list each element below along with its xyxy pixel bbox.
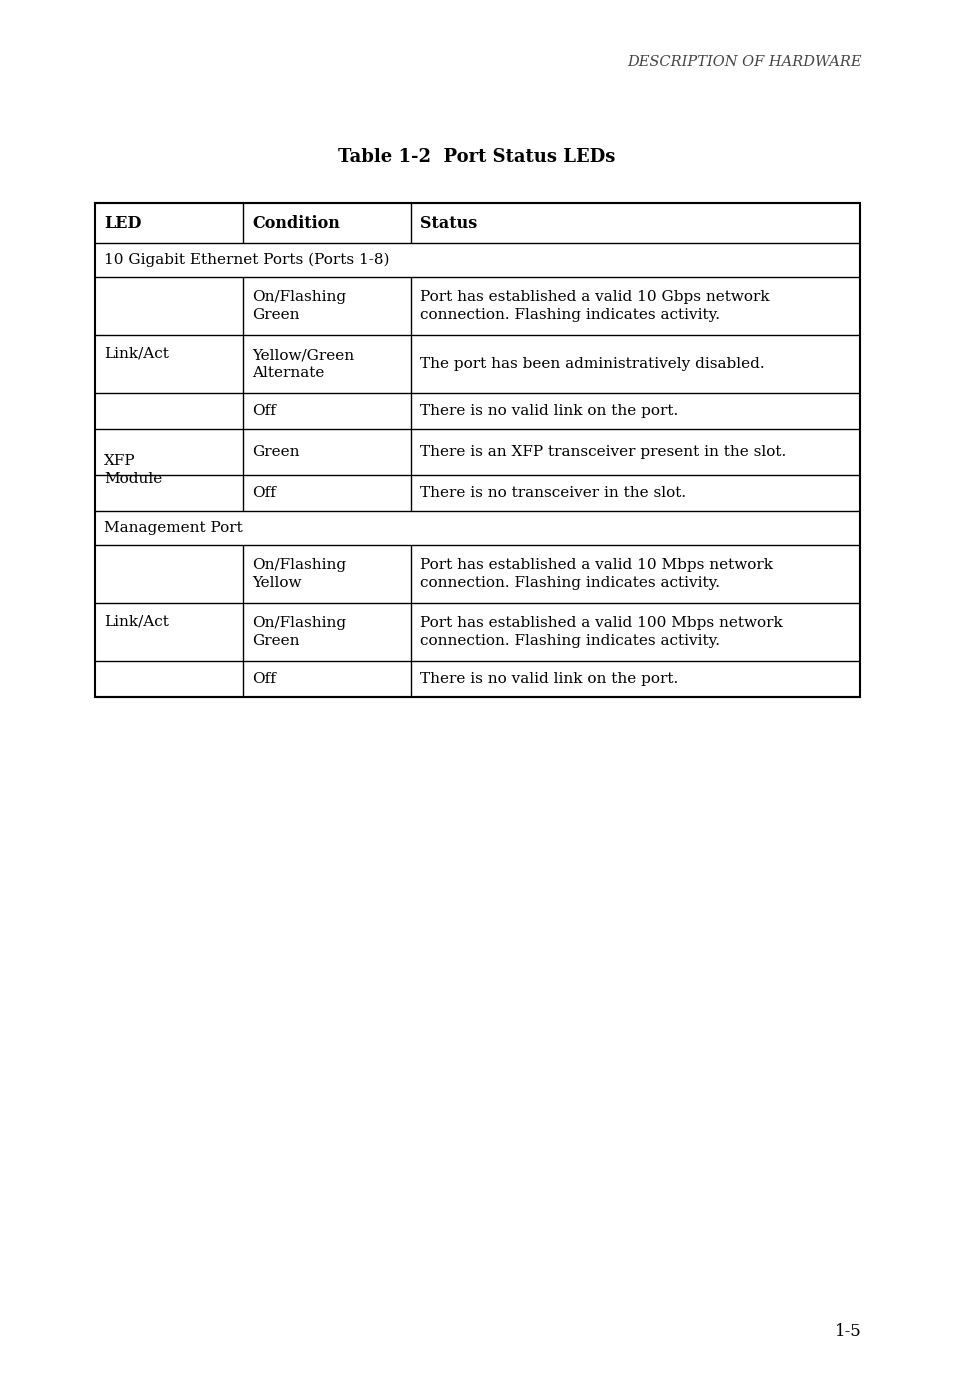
Text: On/Flashing
Yellow: On/Flashing Yellow (252, 558, 346, 590)
Text: There is no valid link on the port.: There is no valid link on the port. (419, 404, 678, 418)
Text: Off: Off (252, 404, 275, 418)
Text: LED: LED (104, 215, 141, 232)
Text: On/Flashing
Green: On/Flashing Green (252, 290, 346, 322)
Text: Port has established a valid 10 Gbps network
connection. Flashing indicates acti: Port has established a valid 10 Gbps net… (419, 290, 769, 322)
Text: XFP
Module: XFP Module (104, 454, 162, 486)
Text: Condition: Condition (252, 215, 339, 232)
Text: The port has been administratively disabled.: The port has been administratively disab… (419, 357, 763, 371)
Bar (95, 203, 859, 697)
Text: Port has established a valid 100 Mbps network
connection. Flashing indicates act: Port has established a valid 100 Mbps ne… (419, 616, 781, 648)
Text: 10 Gigabit Ethernet Ports (Ports 1-8): 10 Gigabit Ethernet Ports (Ports 1-8) (104, 253, 389, 268)
Text: Yellow/Green
Alternate: Yellow/Green Alternate (252, 348, 354, 380)
Text: Management Port: Management Port (104, 520, 242, 534)
Text: Table 1-2  Port Status LEDs: Table 1-2 Port Status LEDs (338, 149, 615, 167)
Text: Green: Green (252, 446, 299, 459)
Text: Off: Off (252, 672, 275, 686)
Text: Status: Status (419, 215, 476, 232)
Text: Port has established a valid 10 Mbps network
connection. Flashing indicates acti: Port has established a valid 10 Mbps net… (419, 558, 772, 590)
Text: On/Flashing
Green: On/Flashing Green (252, 616, 346, 648)
Text: 1-5: 1-5 (835, 1323, 862, 1339)
Text: There is no transceiver in the slot.: There is no transceiver in the slot. (419, 486, 685, 500)
Text: Link/Act: Link/Act (104, 613, 169, 627)
Text: Link/Act: Link/Act (104, 346, 169, 359)
Text: Off: Off (252, 486, 275, 500)
Text: There is no valid link on the port.: There is no valid link on the port. (419, 672, 678, 686)
Text: There is an XFP transceiver present in the slot.: There is an XFP transceiver present in t… (419, 446, 785, 459)
Text: DESCRIPTION OF HARDWARE: DESCRIPTION OF HARDWARE (627, 56, 862, 69)
